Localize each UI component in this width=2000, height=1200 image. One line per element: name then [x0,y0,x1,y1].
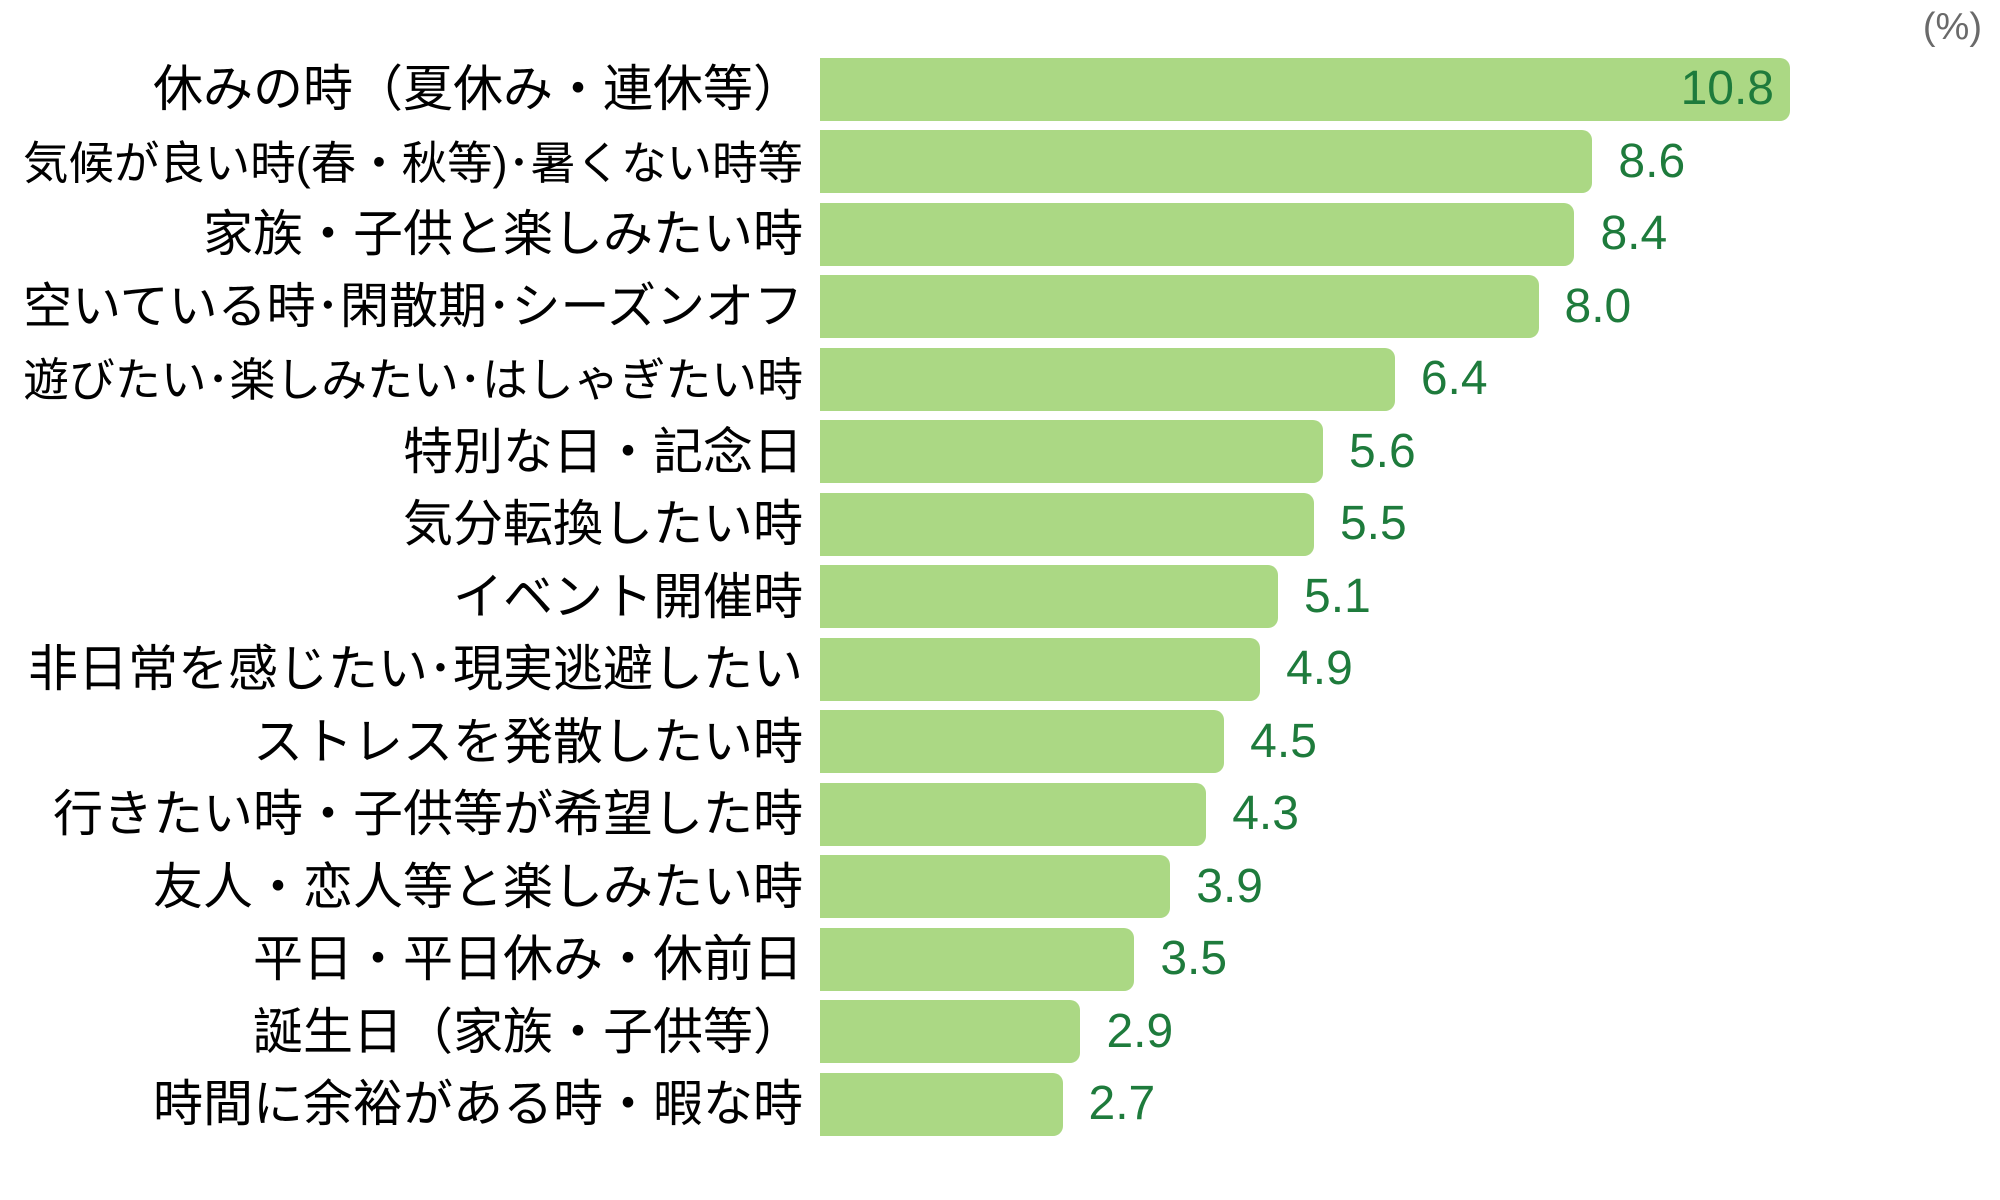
value-label: 4.3 [1232,787,1299,841]
category-label: 非日常を感じたい･現実逃避したい [0,644,820,694]
category-label-text: ストレスを発散したい時 [253,713,803,770]
category-label-text: 遊びたい･楽しみたい･はしゃぎたい時 [23,354,803,407]
value-label: 3.9 [1196,859,1263,913]
value-label: 8.6 [1618,134,1686,188]
bar [820,637,1261,701]
chart-row: 行きたい時・子供等が希望した時 4.3 [0,778,2000,851]
bar-area: 5.5 [820,492,2000,556]
category-label: 平日・平日休み・休前日 [0,934,820,984]
chart-row: 気分転換したい時 5.5 [0,488,2000,561]
bar-area: 2.7 [820,1072,2000,1136]
value-label: 2.9 [1106,1004,1174,1058]
bar-area: 10.8 [820,57,2000,121]
bar-area: 8.4 [820,202,2000,266]
unit-label: (%) [1922,6,1982,48]
chart-row: 気候が良い時(春・秋等)･暑くない時等 8.6 [0,126,2000,199]
value-label: 4.5 [1250,714,1317,768]
chart-row: 特別な日・記念日 5.6 [0,416,2000,489]
chart-row: 誕生日（家族・子供等） 2.9 [0,996,2000,1069]
chart-row: イベント開催時 5.1 [0,561,2000,634]
chart-row: 非日常を感じたい･現実逃避したい 4.9 [0,633,2000,706]
category-label: 時間に余裕がある時・暇な時 [0,1079,820,1129]
category-label-text: 非日常を感じたい･現実逃避したい [28,641,803,698]
bar [820,347,1395,411]
category-label: イベント開催時 [0,572,820,622]
chart-row: 空いている時･閑散期･シーズンオフ 8.0 [0,271,2000,344]
bar-area: 6.4 [820,347,2000,411]
bar-area: 3.5 [820,927,2000,991]
bar [820,492,1314,556]
chart-row: 休みの時（夏休み・連休等） 10.8 [0,53,2000,126]
bar-area: 5.6 [820,420,2000,484]
bar-area: 3.9 [820,855,2000,919]
bar [820,1072,1063,1136]
bar-area: 5.1 [820,565,2000,629]
category-label: 遊びたい･楽しみたい･はしゃぎたい時 [0,354,820,404]
category-label: ストレスを発散したい時 [0,717,820,767]
category-label: 行きたい時・子供等が希望した時 [0,789,820,839]
chart-row: 遊びたい･楽しみたい･はしゃぎたい時 6.4 [0,343,2000,416]
bar-area: 8.0 [820,275,2000,339]
value-label: 8.4 [1600,207,1668,261]
bar [820,1000,1081,1064]
category-label-text: 行きたい時・子供等が希望した時 [53,786,803,843]
category-label: 休みの時（夏休み・連休等） [0,64,820,114]
value-label: 6.4 [1420,352,1488,406]
chart-rows: 休みの時（夏休み・連休等） 10.8 気候が良い時(春・秋等)･暑くない時等 8… [0,53,2000,1141]
bar-area: 4.5 [820,710,2000,774]
category-label-text: イベント開催時 [453,568,803,625]
bar [820,202,1575,266]
value-label: 8.0 [1564,279,1632,333]
category-label-text: 誕生日（家族・子供等） [253,1003,803,1060]
chart-row: 時間に余裕がある時・暇な時 2.7 [0,1068,2000,1141]
chart-row: 家族・子供と楽しみたい時 8.4 [0,198,2000,271]
value-label: 10.8 [1680,62,1774,116]
category-label-text: 特別な日・記念日 [403,423,803,480]
value-label: 2.7 [1088,1077,1156,1131]
value-label: 5.6 [1348,424,1416,478]
value-label: 4.9 [1286,642,1353,696]
bar [820,420,1323,484]
bar-area: 4.3 [820,782,2000,846]
category-label-text: 家族・子供と楽しみたい時 [203,206,803,263]
chart-row: ストレスを発散したい時 4.5 [0,706,2000,779]
value-label: 3.5 [1160,932,1228,986]
category-label-text: 休みの時（夏休み・連休等） [153,61,803,118]
category-label: 家族・子供と楽しみたい時 [0,209,820,259]
category-label-text: 時間に余裕がある時・暇な時 [153,1076,803,1133]
category-label-text: 平日・平日休み・休前日 [253,931,803,988]
bar [820,565,1279,629]
bar [820,275,1539,339]
category-label-text: 気分転換したい時 [403,496,803,553]
category-label: 友人・恋人等と楽しみたい時 [0,862,820,912]
bar [820,710,1225,774]
bar [820,130,1593,194]
bar-area: 8.6 [820,130,2000,194]
category-label-text: 友人・恋人等と楽しみたい時 [153,858,803,915]
bar: 10.8 [820,57,1790,121]
bar-area: 4.9 [820,637,2000,701]
category-label: 空いている時･閑散期･シーズンオフ [0,281,820,332]
bar-area: 2.9 [820,1000,2000,1064]
category-label: 特別な日・記念日 [0,427,820,477]
category-label-text: 気候が良い時(春・秋等)･暑くない時等 [23,137,803,189]
category-label: 気候が良い時(春・秋等)･暑くない時等 [0,137,820,187]
value-label: 5.1 [1304,569,1371,623]
value-label: 5.5 [1339,497,1407,551]
bar [820,782,1207,846]
category-label: 気分転換したい時 [0,499,820,549]
chart-row: 友人・恋人等と楽しみたい時 3.9 [0,851,2000,924]
category-label: 誕生日（家族・子供等） [0,1007,820,1057]
bar [820,927,1135,991]
bar [820,855,1171,919]
category-label-text: 空いている時･閑散期･シーズンオフ [23,280,803,335]
chart-row: 平日・平日休み・休前日 3.5 [0,923,2000,996]
